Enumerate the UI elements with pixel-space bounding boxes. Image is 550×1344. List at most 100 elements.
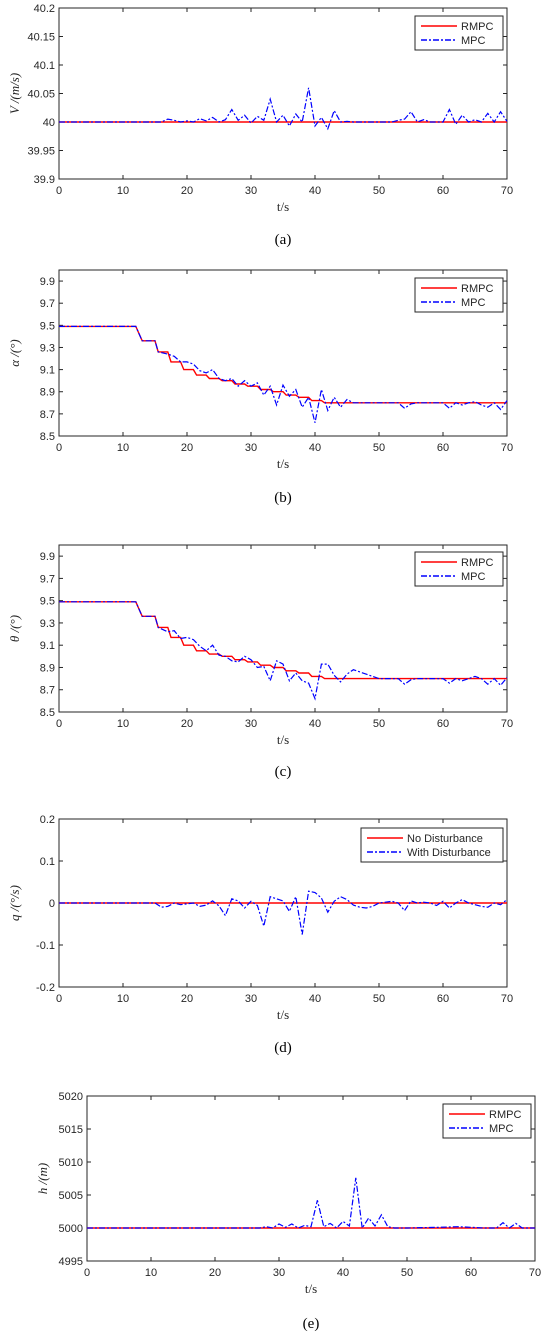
- legend-label: With Disturbance: [407, 847, 491, 859]
- y-tick-label: 8.9: [40, 387, 55, 399]
- x-tick-label: 60: [437, 718, 449, 730]
- chart-panel-5: 0 10 20 30 40 50 60 70 4995 5000 5005 5010 5015 5020 t…: [35, 1091, 541, 1332]
- y-tick-label: -0.2: [36, 982, 55, 994]
- y-tick-label: 0.1: [40, 856, 55, 868]
- y-tick-label: 39.9: [34, 174, 55, 186]
- y-tick-label: 8.7: [40, 685, 55, 697]
- legend-box: [442, 1103, 532, 1139]
- legend-label: MPC: [489, 1123, 514, 1135]
- y-tick-label: 5020: [59, 1091, 83, 1103]
- panel-caption: (b): [274, 490, 292, 506]
- x-tick-label: 70: [501, 185, 513, 197]
- y-tick-label: 0.2: [40, 814, 55, 826]
- y-tick-label: 40: [43, 117, 55, 129]
- legend-label: RMPC: [461, 21, 493, 33]
- y-axis-label: α /(°): [7, 339, 22, 367]
- y-tick-label: 9.1: [40, 365, 55, 377]
- series-line-rmpc: [59, 601, 507, 680]
- x-tick-label: 20: [181, 993, 193, 1005]
- legend-label: No Disturbance: [407, 833, 483, 845]
- y-tick-label: 9.3: [40, 618, 55, 630]
- x-axis-label: t/s: [277, 199, 289, 214]
- y-tick-label: 5005: [59, 1190, 83, 1202]
- x-tick-label: 70: [501, 718, 513, 730]
- panel-caption: (c): [275, 764, 292, 780]
- x-tick-label: 60: [437, 185, 449, 197]
- x-tick-label: 30: [245, 993, 257, 1005]
- y-tick-label: 9.3: [40, 342, 55, 354]
- x-axis-label: t/s: [305, 1281, 317, 1296]
- y-tick-label: -0.1: [36, 940, 55, 952]
- x-tick-label: 50: [373, 993, 385, 1005]
- x-tick-label: 10: [117, 993, 129, 1005]
- x-tick-label: 10: [117, 185, 129, 197]
- chart-panel-3: 0 10 20 30 40 50 60 70 8.5 8.7 8.9 9.1 9.3 9.5 9.7 9.9 t…: [7, 544, 513, 780]
- series-line-with-disturbance: [59, 890, 508, 935]
- y-tick-label: 0: [49, 898, 55, 910]
- y-tick-label: 40.05: [27, 89, 55, 101]
- legend-label: MPC: [461, 35, 486, 47]
- y-axis-label: q /(°/s): [7, 885, 22, 921]
- chart-panel-4: 0 10 20 30 40 50 60 70 -0.2 -0.1 0 0.1 0.2 t/s q /(°/s…: [7, 814, 513, 1056]
- legend-box: [360, 827, 504, 863]
- x-tick-label: 0: [56, 442, 62, 454]
- x-tick-label: 10: [117, 718, 129, 730]
- x-tick-label: 50: [373, 442, 385, 454]
- x-tick-label: 50: [373, 718, 385, 730]
- legend-box: [414, 15, 504, 51]
- x-tick-label: 30: [245, 718, 257, 730]
- y-tick-label: 8.5: [40, 707, 55, 719]
- y-tick-label: 39.95: [27, 146, 55, 158]
- x-tick-label: 30: [245, 442, 257, 454]
- series-line-mpc: [59, 87, 508, 131]
- x-tick-label: 20: [181, 185, 193, 197]
- y-tick-label: 9.1: [40, 640, 55, 652]
- chart-panel-2: 0 10 20 30 40 50 60 70 8.5 8.7 8.9 9.1 9.3 9.5 9.7 9.9 t…: [7, 269, 513, 506]
- y-tick-label: 9.5: [40, 320, 55, 332]
- x-tick-label: 20: [209, 1267, 221, 1279]
- legend-label: MPC: [461, 571, 486, 583]
- x-tick-label: 50: [373, 185, 385, 197]
- x-axis-label: t/s: [277, 456, 289, 471]
- panel-caption: (d): [274, 1040, 292, 1056]
- panel-caption: (e): [303, 1316, 320, 1332]
- x-tick-label: 40: [337, 1267, 349, 1279]
- x-tick-label: 0: [56, 993, 62, 1005]
- x-tick-label: 70: [501, 993, 513, 1005]
- y-tick-label: 8.7: [40, 409, 55, 421]
- x-axis-label: t/s: [277, 732, 289, 747]
- legend-label: MPC: [461, 297, 486, 309]
- x-tick-label: 60: [437, 993, 449, 1005]
- y-tick-label: 5010: [59, 1157, 83, 1169]
- x-tick-label: 20: [181, 442, 193, 454]
- x-tick-label: 60: [465, 1267, 477, 1279]
- x-tick-label: 70: [501, 442, 513, 454]
- x-axis-label: t/s: [277, 1007, 289, 1022]
- y-tick-label: 5000: [59, 1223, 83, 1235]
- y-tick-label: 40.1: [34, 60, 55, 72]
- x-tick-label: 30: [273, 1267, 285, 1279]
- y-tick-label: 8.5: [40, 431, 55, 443]
- x-tick-label: 50: [401, 1267, 413, 1279]
- x-tick-label: 0: [56, 718, 62, 730]
- series-line-mpc: [59, 325, 508, 423]
- chart-panel-1: 0 10 20 30 40 50 60 70 39.9 39.95 40 40.05 40.1 40.15…: [7, 3, 513, 248]
- x-tick-label: 60: [437, 442, 449, 454]
- legend-label: RMPC: [489, 1109, 521, 1121]
- y-tick-label: 40.2: [34, 3, 55, 15]
- x-tick-label: 10: [117, 442, 129, 454]
- y-tick-label: 5015: [59, 1124, 83, 1136]
- y-axis-label: V /(m/s): [7, 73, 22, 114]
- x-tick-label: 40: [309, 442, 321, 454]
- x-tick-label: 0: [56, 185, 62, 197]
- legend-box: [414, 277, 504, 313]
- y-tick-label: 9.5: [40, 596, 55, 608]
- x-tick-label: 10: [145, 1267, 157, 1279]
- y-tick-label: 8.9: [40, 662, 55, 674]
- series-line-mpc: [87, 1177, 535, 1230]
- legend-label: RMPC: [461, 283, 493, 295]
- x-tick-label: 0: [84, 1267, 90, 1279]
- legend-box: [414, 551, 504, 587]
- x-tick-label: 70: [529, 1267, 541, 1279]
